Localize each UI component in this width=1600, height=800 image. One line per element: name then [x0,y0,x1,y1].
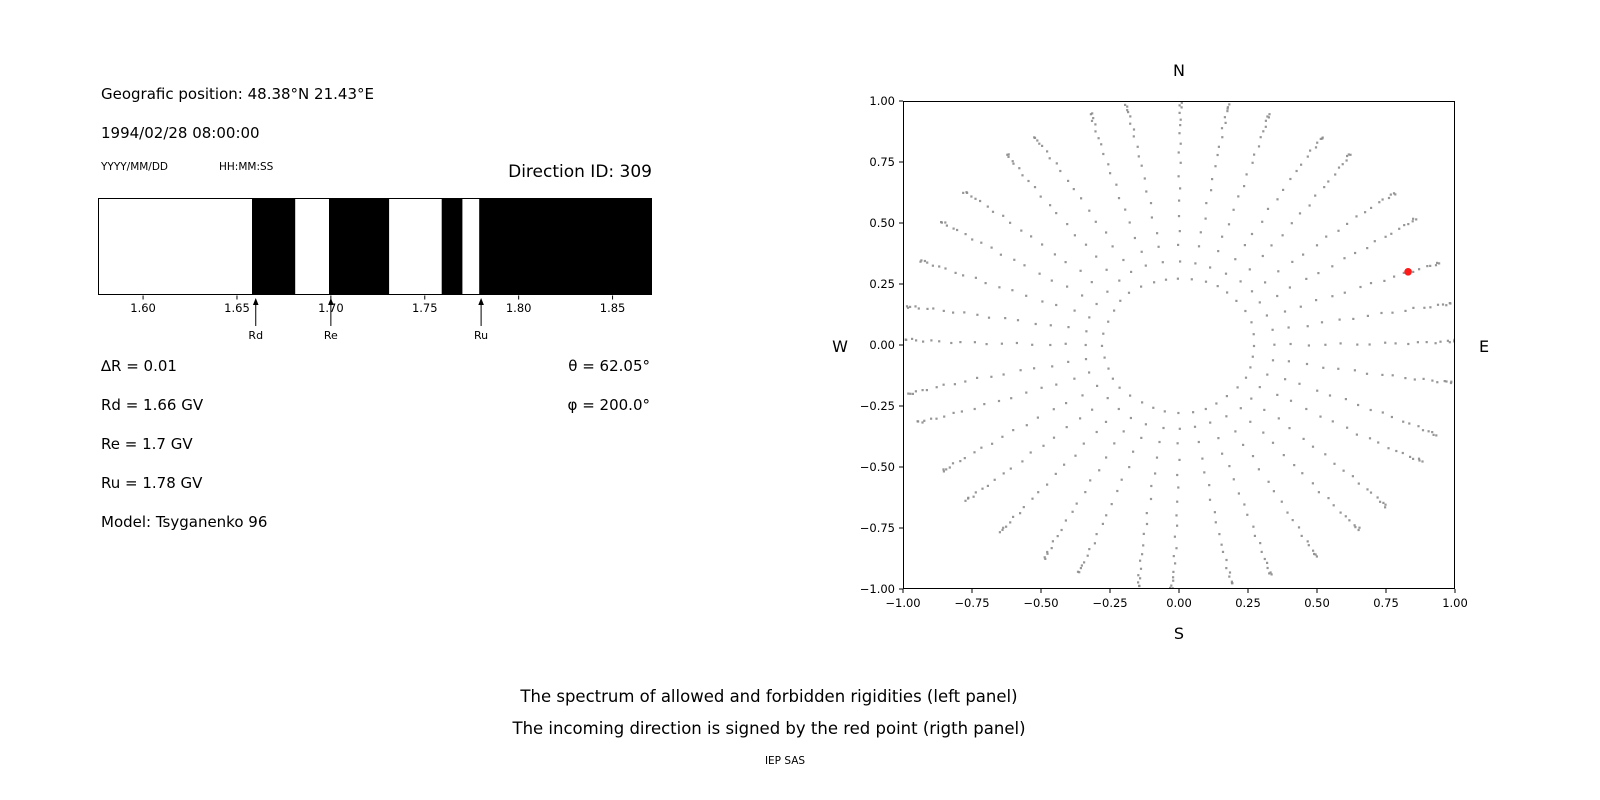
compass-north-label: N [1173,61,1185,80]
axis-tick-label: 0.50 [1304,596,1330,610]
phi-value: φ = 200.0° [567,396,650,414]
marker-label: Re [324,329,338,342]
axis-tick-label: −0.50 [860,460,895,474]
axis-tick-label: 1.75 [412,301,438,315]
re-value: Re = 1.7 GV [101,435,193,453]
asymptotic-direction-dots [903,101,1455,589]
marker-arrowhead [252,298,259,305]
datetime-label: 1994/02/28 08:00:00 [101,124,260,142]
ru-value: Ru = 1.78 GV [101,474,203,492]
model-label: Model: Tsyganenko 96 [101,513,268,531]
axis-tick-label: 1.65 [224,301,250,315]
axis-tick-label: 0.00 [869,338,895,352]
forbidden-band [329,199,390,294]
axis-tick-label: −1.00 [885,596,920,610]
axis-tick-label: −0.25 [860,399,895,413]
forbidden-bands [252,199,652,294]
date-format-label: YYYY/MM/DD [101,161,169,173]
scatter-frame [903,101,1455,589]
axis-tick-label: −0.25 [1092,596,1127,610]
direction-id-label: Direction ID: 309 [508,162,652,182]
spectrum-frame [98,198,652,295]
axis-tick-label: −0.75 [954,596,989,610]
rigidity-markers: Rd Re Ru [248,298,488,342]
forbidden-band [479,199,652,294]
credit-label: IEP SAS [764,755,806,767]
caption-line1: The spectrum of allowed and forbidden ri… [520,687,1018,706]
axis-tick-label: 0.25 [1235,596,1261,610]
axis-tick-label: 1.80 [506,301,532,315]
scatter-axes: −1.00 −0.75 −0.50 −0.25 0.00 0.25 0.50 0.75 1.00… [860,94,1468,610]
marker-arrowhead [328,298,334,305]
marker-label: Rd [248,329,263,342]
delta-r-value: ∆R = 0.01 [101,357,177,375]
axis-tick-label: 0.00 [1166,596,1192,610]
theta-value: θ = 62.05° [568,357,650,375]
direction-scatter-plot: −1.00 −0.75 −0.50 −0.25 0.00 0.25 0.50 0.75 1.00… [860,94,1468,610]
axis-tick-label: 0.25 [869,277,895,291]
axis-tick-label: 1.00 [869,94,895,108]
axis-tick-label: 1.60 [130,301,156,315]
axis-tick-label: 0.50 [869,216,895,230]
axis-tick-label: 0.75 [1373,596,1399,610]
spectrum-x-axis: 1.60 1.65 1.70 1.75 1.80 1.85 [130,295,626,315]
time-format-label: HH:MM:SS [219,161,274,173]
caption-line2: The incoming direction is signed by the … [512,719,1026,738]
rd-value: Rd = 1.66 GV [101,396,204,414]
compass-west-label: W [832,337,848,356]
axis-tick-label: −0.75 [860,521,895,535]
compass-east-label: E [1478,337,1490,356]
axis-tick-label: 0.75 [869,155,895,169]
marker-label: Ru [474,329,488,342]
axis-tick-label: 1.85 [600,301,626,315]
axis-tick-label: −1.00 [860,582,895,596]
forbidden-band [252,199,296,294]
axis-tick-label: 1.00 [1442,596,1468,610]
geographic-position-label: Geografic position: 48.38°N 21.43°E [101,85,374,103]
marker-arrowhead [478,298,484,305]
compass-south-label: S [1173,624,1185,643]
forbidden-band [441,199,463,294]
red-point [1404,268,1412,276]
axis-tick-label: −0.50 [1023,596,1058,610]
